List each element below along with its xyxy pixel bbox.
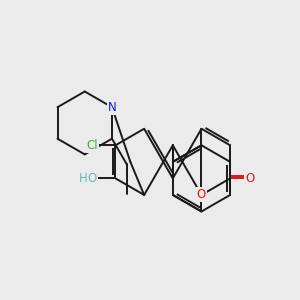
- Text: O: O: [245, 172, 255, 185]
- Text: Cl: Cl: [86, 139, 98, 152]
- Text: O: O: [88, 172, 97, 185]
- Text: N: N: [108, 101, 116, 114]
- Text: O: O: [197, 188, 206, 201]
- Text: H: H: [79, 172, 87, 185]
